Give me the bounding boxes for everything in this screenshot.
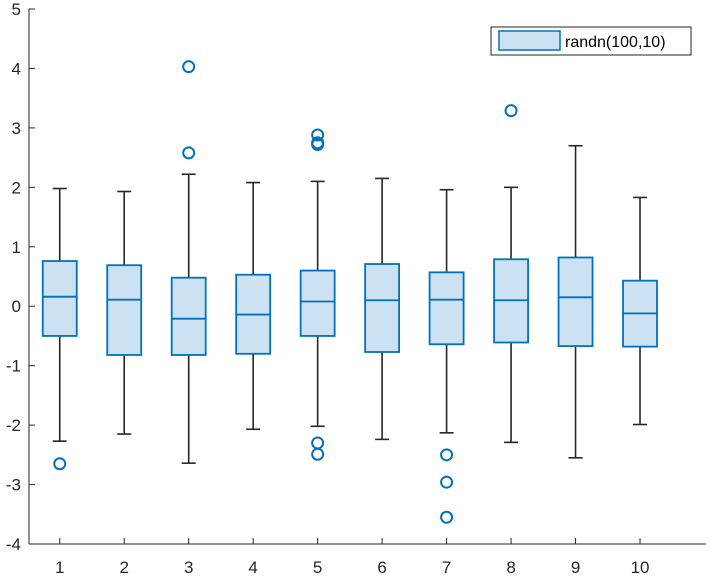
y-tick-label: -4 bbox=[6, 535, 21, 554]
outlier-point bbox=[311, 128, 325, 142]
outlier-point bbox=[311, 136, 325, 150]
x-tick-label: 7 bbox=[442, 558, 451, 576]
y-tick-label: -2 bbox=[6, 416, 21, 435]
box bbox=[299, 269, 336, 337]
box bbox=[106, 264, 143, 356]
y-tick-label: 4 bbox=[12, 59, 21, 78]
x-tick-label: 2 bbox=[119, 558, 128, 576]
y-tick-label: 2 bbox=[12, 178, 21, 197]
outlier-point bbox=[53, 457, 67, 471]
legend-swatch bbox=[498, 30, 561, 51]
y-tick-label: 0 bbox=[12, 297, 21, 316]
box-group bbox=[299, 128, 336, 461]
y-tick-label: 5 bbox=[12, 0, 21, 19]
box-group bbox=[493, 104, 529, 444]
legend: randn(100,10) bbox=[490, 26, 692, 56]
outlier-point bbox=[311, 447, 325, 461]
box bbox=[364, 263, 401, 353]
box-group bbox=[41, 187, 78, 471]
outlier-point bbox=[504, 104, 518, 118]
box bbox=[41, 260, 78, 337]
outlier-point bbox=[311, 436, 325, 450]
box-group bbox=[106, 190, 143, 435]
outlier-point bbox=[440, 448, 454, 462]
x-tick-label: 8 bbox=[506, 558, 515, 576]
box-plot-series bbox=[41, 60, 658, 524]
x-tick-label: 6 bbox=[377, 558, 386, 576]
outlier-point bbox=[440, 475, 454, 489]
x-tick-label: 10 bbox=[631, 558, 650, 576]
x-tick-label: 3 bbox=[184, 558, 193, 576]
box-group bbox=[170, 60, 207, 464]
y-tick-label: -1 bbox=[6, 357, 21, 376]
y-tick-label: -3 bbox=[6, 476, 21, 495]
box-group bbox=[622, 196, 658, 426]
y-tick-label: 1 bbox=[12, 238, 21, 257]
box-group bbox=[428, 188, 465, 524]
x-tick-label: 1 bbox=[55, 558, 64, 576]
outlier-point bbox=[440, 510, 454, 524]
box bbox=[557, 256, 594, 347]
box-group bbox=[364, 177, 401, 441]
outlier-point bbox=[182, 146, 196, 160]
box-group bbox=[235, 181, 272, 431]
axes: -4 -3 -2 -1 0 1 2 3 4 5 1 2 3 4 5 6 7 8 9 10 bbox=[6, 0, 706, 576]
x-tick-label: 4 bbox=[248, 558, 257, 576]
legend-label: randn(100,10) bbox=[565, 34, 666, 51]
x-tick-label: 9 bbox=[571, 558, 580, 576]
box-group bbox=[557, 144, 594, 459]
box bbox=[428, 271, 465, 346]
outlier-point bbox=[182, 60, 196, 74]
y-tick-label: 3 bbox=[12, 119, 21, 138]
box bbox=[170, 276, 207, 356]
x-tick-label: 5 bbox=[313, 558, 322, 576]
